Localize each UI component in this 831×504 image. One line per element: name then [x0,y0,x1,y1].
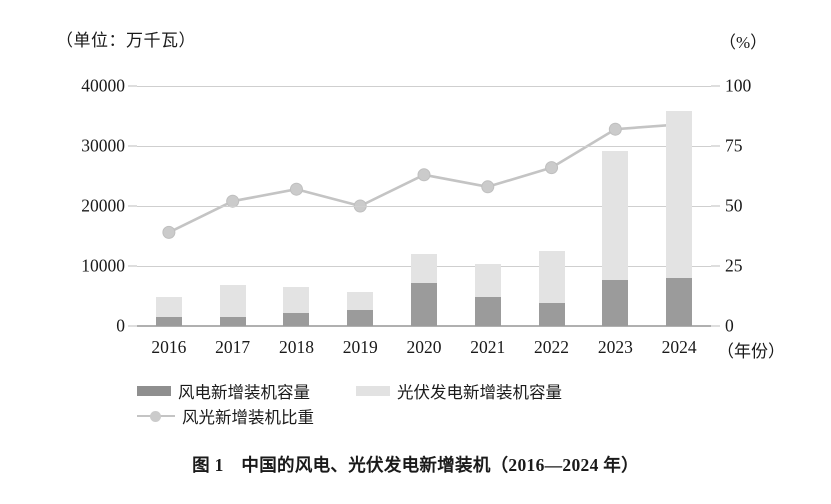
bar-segment-wind[interactable] [155,317,182,326]
legend-label-wind: 风电新增装机容量 [178,382,310,402]
bar-segment-solar[interactable] [666,111,693,278]
legend-row-1: 风电新增装机容量 光伏发电新增装机容量 [137,378,737,403]
left-axis-tick-label: 30000 [81,135,125,156]
bar-segment-wind[interactable] [283,313,310,326]
share-line-marker[interactable] [481,180,495,194]
left-axis-unit-label: （单位：万千瓦） [56,31,196,50]
plot-area: （年份） 0 10000 20000 30000 40000 0 25 50 75 100 2016… [81,76,785,362]
left-tick-mark [128,265,137,267]
bar-segment-solar[interactable] [538,251,565,304]
x-axis-tick-label: 2024 [661,337,697,357]
right-axis-tick-label: 25 [725,255,743,276]
figure-caption: 图 1 中国的风电、光伏发电新增装机（2016—2024 年） [192,455,639,475]
share-line-marker[interactable] [289,182,303,196]
left-axis-tick-label: 40000 [81,75,125,96]
bar-segment-solar[interactable] [219,285,246,317]
x-axis-tick-label: 2021 [470,337,506,357]
bar-segment-wind[interactable] [666,278,693,326]
x-axis-tick-label: 2020 [406,337,442,357]
right-tick-mark [711,85,720,87]
legend-swatch-line-marker-icon [137,409,175,423]
left-tick-mark [128,145,137,147]
bar-segment-solar[interactable] [347,292,374,311]
legend-item-wind[interactable]: 风电新增装机容量 [137,379,310,403]
x-axis-tick-label: 2023 [597,337,633,357]
legend-label-share: 风光新增装机比重 [182,407,314,427]
left-tick-mark [128,85,137,87]
bar-segment-solar[interactable] [155,296,182,317]
x-axis-tick-label: 2018 [278,337,314,357]
x-axis-tick-label: 2019 [342,337,378,357]
x-axis-tick-label: 2016 [151,337,187,357]
legend-row-2: 风光新增装机比重 [137,403,737,428]
right-tick-mark [711,145,720,147]
x-axis-title: （年份） [717,342,785,361]
share-line-marker[interactable] [608,122,622,136]
legend-item-share[interactable]: 风光新增装机比重 [137,404,314,428]
left-tick-mark [128,325,137,327]
left-axis-tick-label: 0 [116,315,125,336]
bar-segment-wind[interactable] [347,310,374,326]
bar-segment-wind[interactable] [602,280,629,326]
x-axis-tick-label: 2022 [534,337,570,357]
legend: 风电新增装机容量 光伏发电新增装机容量 风光新增装机比重 [137,378,737,428]
gridline [137,86,711,87]
right-axis-tick-label: 100 [725,75,752,96]
bar-segment-wind[interactable] [474,297,501,326]
gridline [137,206,711,207]
right-axis-tick-label: 50 [725,195,743,216]
bar-segment-wind[interactable] [219,317,246,326]
legend-item-solar[interactable]: 光伏发电新增装机容量 [356,379,562,403]
legend-label-solar: 光伏发电新增装机容量 [397,382,562,402]
x-axis-tick-label: 2017 [215,337,251,357]
bar-segment-wind[interactable] [538,303,565,326]
gridline [137,146,711,147]
share-line-marker[interactable] [162,225,176,239]
right-axis-tick-label: 0 [725,315,734,336]
bar-segment-wind[interactable] [411,282,437,326]
share-line-marker[interactable] [417,168,431,182]
bar-segment-solar[interactable] [602,150,629,281]
bar-segment-solar[interactable] [411,254,437,283]
legend-swatch-wind-icon [137,385,171,396]
left-tick-mark [128,205,137,207]
right-tick-mark [711,325,720,327]
right-tick-mark [711,205,720,207]
left-axis-tick-label: 10000 [81,255,125,276]
bar-segment-solar[interactable] [283,287,310,314]
right-axis-tick-label: 75 [725,135,743,156]
legend-swatch-solar-icon [356,385,390,396]
share-line-marker[interactable] [545,161,559,175]
bar-segment-solar[interactable] [474,264,501,298]
right-axis-unit-label: （%） [719,33,768,52]
right-tick-mark [711,265,720,267]
x-axis-line [137,325,711,327]
left-axis-tick-label: 20000 [81,195,125,216]
